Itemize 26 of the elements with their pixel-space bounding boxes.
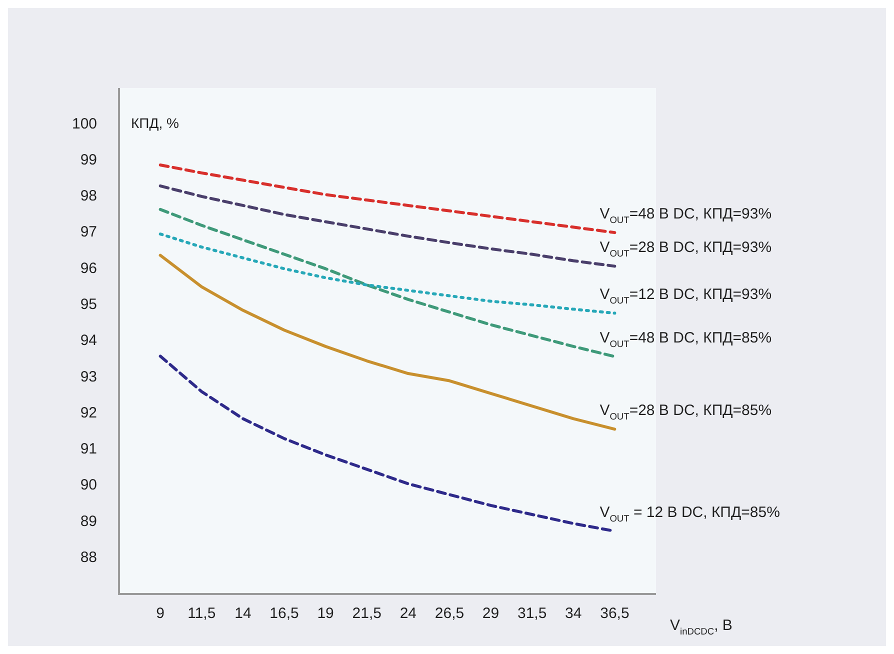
x-tick-label: 19 [317,605,334,622]
x-tick-label: 31,5 [517,605,547,622]
y-tick-label: 88 [80,549,98,566]
x-tick-label: 36,5 [600,605,630,622]
y-tick-label: 92 [80,404,98,422]
y-tick-label: 96 [80,260,98,277]
y-tick-label: 94 [80,332,98,350]
y-tick-label: 99 [80,151,98,168]
y-tick-label: 97 [80,224,98,241]
y-tick-label: 98 [80,188,98,205]
x-tick-label: 14 [234,605,252,622]
y-tick-label: 90 [80,476,98,494]
x-tick-label: 24 [400,605,417,622]
x-tick-label: 26,5 [434,605,464,622]
y-tick-label: 93 [80,368,98,386]
y-tick-label: 95 [80,296,98,313]
x-tick-label: 29 [482,605,500,622]
y-tick-label: 91 [80,440,98,458]
x-tick-label: 21,5 [352,605,382,622]
x-tick-label: 11,5 [188,605,216,622]
y-axis-title: КПД, % [131,115,179,131]
x-tick-label: 9 [156,605,165,622]
x-tick-label: 34 [565,605,582,622]
y-tick-label: 89 [80,512,98,530]
x-tick-label: 16,5 [270,605,299,622]
y-tick-label: 100 [72,115,98,132]
